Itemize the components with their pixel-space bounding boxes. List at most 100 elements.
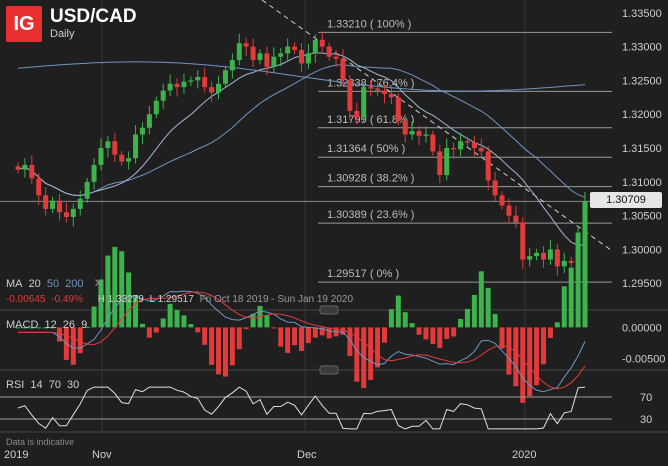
candle-body (202, 77, 208, 88)
candle (50, 196, 56, 213)
candle (36, 173, 42, 205)
rsi-param-period[interactable]: 14 (30, 379, 43, 391)
candle-body (188, 80, 194, 82)
candle-body (458, 141, 464, 150)
candle (146, 106, 152, 135)
candle (478, 138, 484, 157)
candle-body (326, 46, 332, 57)
candle (112, 133, 118, 162)
candle-body (50, 200, 56, 209)
macd-histogram-bar (133, 296, 139, 328)
candle (105, 135, 111, 158)
candle (423, 126, 429, 143)
candle-body (77, 198, 83, 209)
rsi-line (17, 386, 586, 430)
macd-param-fast[interactable]: 12 (44, 319, 57, 331)
current-price-badge: 1.30709 (590, 192, 662, 208)
macd-histogram-bar (464, 308, 470, 328)
data-indicative-note: Data is indicative (6, 437, 75, 447)
candle (271, 47, 277, 73)
candle-body (250, 46, 256, 61)
macd-histogram-bar (56, 327, 62, 342)
candle (375, 79, 381, 96)
candle (153, 96, 159, 119)
candle-body (91, 164, 97, 182)
candle-body (527, 256, 533, 260)
fib-level-label: 1.29517 ( 0% ) (327, 268, 399, 280)
candle-body (181, 81, 187, 88)
ma-close-icon[interactable]: ✕ (93, 276, 104, 290)
instrument-title: USD/CAD (50, 6, 137, 27)
candle-body (333, 56, 339, 59)
macd-histogram-bar (499, 327, 505, 349)
macd-histogram-bar (229, 327, 235, 366)
macd-histogram-bar (36, 327, 42, 329)
fib-level-label: 1.30928 ( 38.2% ) (327, 173, 414, 185)
macd-histogram-bar (485, 287, 491, 328)
candle (506, 198, 512, 224)
rsi-tick-label: 30 (640, 414, 652, 426)
candle (568, 256, 574, 268)
macd-histogram-bar (561, 286, 567, 328)
macd-histogram-bar (160, 318, 166, 328)
candle-body (264, 53, 270, 67)
price-tick-label: 1.30500 (622, 211, 662, 223)
candle (305, 43, 311, 69)
rsi-param-overbought[interactable]: 70 (48, 379, 61, 391)
candle-body (388, 93, 394, 98)
candle-body (513, 215, 519, 223)
candle-body (126, 158, 132, 162)
x-axis-label: 2020 (512, 449, 536, 461)
candle (139, 122, 145, 144)
candle (70, 203, 76, 227)
candle-body (222, 70, 228, 84)
macd-param-signal[interactable]: 9 (81, 319, 88, 331)
macd-histogram-bar (312, 327, 318, 338)
ma-period-20[interactable]: 20 (28, 278, 41, 290)
macd-histogram-bar (264, 315, 270, 328)
ma-period-200[interactable]: 200 (65, 278, 84, 290)
price-tick-label: 1.29500 (622, 278, 662, 290)
candle-body (195, 77, 201, 81)
macd-histogram-bar (139, 323, 145, 328)
rsi-param-oversold[interactable]: 30 (67, 379, 80, 391)
candle-body (402, 120, 408, 135)
macd-histogram-bar (458, 319, 464, 328)
price-tick-label: 1.32500 (622, 75, 662, 87)
macd-histogram-bar (478, 271, 484, 328)
candle (437, 144, 443, 184)
macd-histogram-bar (541, 327, 547, 365)
candle-body (312, 39, 318, 54)
macd-histogram-bar (126, 272, 132, 328)
candle (458, 133, 464, 157)
macd-histogram-bar (423, 327, 429, 340)
change-value: -0.00645 (6, 294, 46, 305)
candle (534, 248, 540, 261)
macd-line (18, 290, 586, 393)
candle-body (43, 195, 49, 209)
macd-histogram-bar (77, 327, 83, 354)
macd-histogram-bar (319, 327, 325, 336)
macd-histogram-bar (181, 315, 187, 328)
fib-level-label: 1.31799 ( 61.8% ) (327, 114, 414, 126)
macd-param-slow[interactable]: 26 (62, 319, 76, 331)
macd-histogram-bar (174, 310, 180, 328)
candle (22, 158, 28, 178)
candle (43, 187, 49, 216)
pane-resize-handle (319, 305, 339, 315)
macd-histogram-bar (388, 309, 394, 328)
fib-level-label: 1.33210 ( 100% ) (327, 18, 411, 30)
macd-histogram-bar (375, 327, 381, 368)
ma-period-50[interactable]: 50 (46, 278, 60, 290)
candle (63, 202, 69, 223)
candle (299, 43, 304, 72)
candle (333, 49, 339, 67)
macd-histogram-bar (340, 327, 346, 335)
x-axis-label: 2019 (4, 449, 28, 461)
candle-body (133, 134, 139, 159)
candle-body (568, 260, 574, 263)
candle (56, 193, 62, 221)
candle-body (63, 212, 69, 217)
candle (278, 47, 284, 67)
